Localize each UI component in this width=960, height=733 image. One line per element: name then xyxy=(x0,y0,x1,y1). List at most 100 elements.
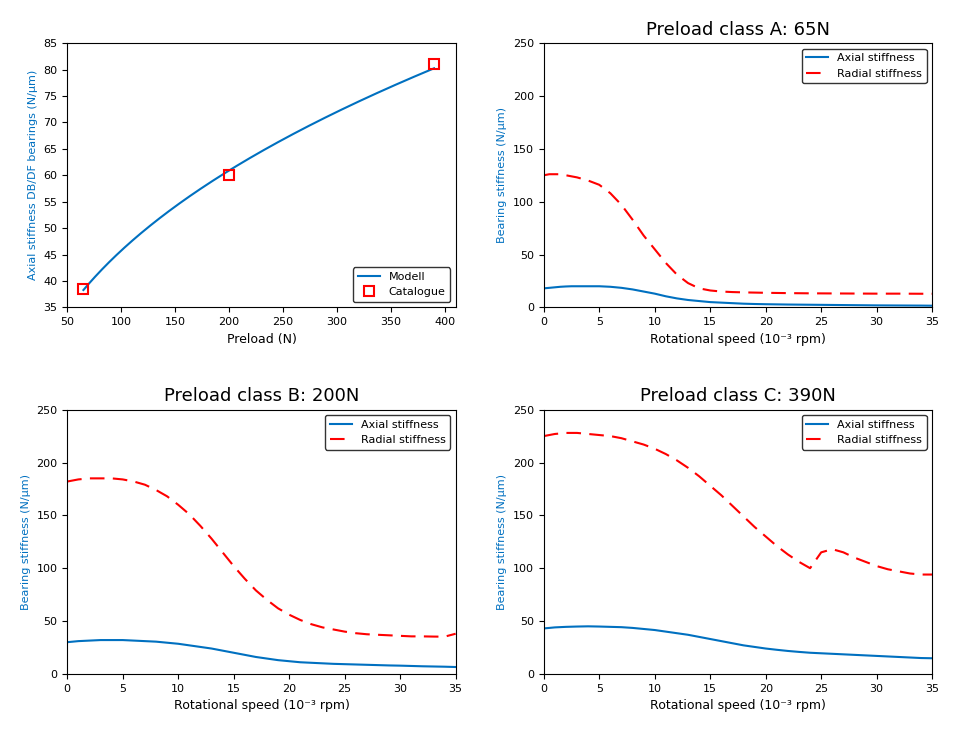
Radial stiffness xyxy=(615,434,627,443)
Axial stiffness xyxy=(543,284,555,292)
Axial stiffness xyxy=(583,282,594,291)
Y-axis label: Axial stiffness DB/DF bearings (N/μm): Axial stiffness DB/DF bearings (N/μm) xyxy=(28,70,37,281)
Axial stiffness xyxy=(637,287,649,296)
Axial stiffness xyxy=(727,299,738,308)
Radial stiffness xyxy=(671,456,683,465)
Radial stiffness xyxy=(615,200,627,209)
Radial stiffness xyxy=(205,534,217,543)
Radial stiffness xyxy=(915,290,926,298)
Axial stiffness xyxy=(871,652,882,660)
Axial stiffness xyxy=(649,626,660,635)
Axial stiffness xyxy=(273,656,284,665)
Radial stiffness xyxy=(73,475,84,484)
Axial stiffness xyxy=(760,300,772,309)
Radial stiffness xyxy=(849,553,860,562)
Axial stiffness xyxy=(671,294,683,303)
Axial stiffness xyxy=(361,660,372,669)
Axial stiffness xyxy=(926,654,938,663)
Axial stiffness xyxy=(793,647,804,656)
Axial stiffness xyxy=(782,647,794,655)
Axial stiffness xyxy=(151,637,162,646)
Radial stiffness xyxy=(405,632,417,641)
Title: Preload class C: 390N: Preload class C: 390N xyxy=(640,387,836,405)
Radial stiffness xyxy=(893,290,904,298)
Radial stiffness xyxy=(583,176,594,185)
Radial stiffness xyxy=(327,625,339,634)
Radial stiffness xyxy=(106,474,117,483)
Radial stiffness xyxy=(605,189,616,198)
Axial stiffness xyxy=(893,301,904,310)
Line: Radial stiffness: Radial stiffness xyxy=(67,479,456,637)
Y-axis label: Bearing stiffness (N/μm): Bearing stiffness (N/μm) xyxy=(497,107,508,243)
Axial stiffness xyxy=(915,301,926,310)
Axial stiffness xyxy=(561,622,572,631)
Axial stiffness xyxy=(904,653,916,662)
Radial stiffness xyxy=(893,567,904,575)
Axial stiffness xyxy=(565,282,577,291)
Radial stiffness xyxy=(793,558,804,567)
Radial stiffness xyxy=(605,432,616,441)
Title: Preload class A: 65N: Preload class A: 65N xyxy=(646,21,830,39)
Axial stiffness xyxy=(815,649,827,658)
Axial stiffness xyxy=(561,282,572,291)
Axial stiffness xyxy=(849,301,860,309)
Axial stiffness xyxy=(549,623,561,632)
Axial stiffness xyxy=(251,652,262,661)
Radial stiffness xyxy=(183,510,195,519)
Axial stiffness xyxy=(73,637,84,646)
Radial stiffness xyxy=(849,289,860,298)
Radial stiffness xyxy=(571,429,583,438)
Radial stiffness xyxy=(705,286,716,295)
Radial stiffness xyxy=(565,172,577,181)
Axial stiffness xyxy=(205,644,217,653)
Radial stiffness xyxy=(727,287,738,296)
Radial stiffness xyxy=(593,180,605,189)
Radial stiffness xyxy=(715,287,727,296)
Radial stiffness xyxy=(61,477,73,486)
Axial stiffness xyxy=(637,625,649,633)
Axial stiffness xyxy=(804,649,816,658)
Axial stiffness xyxy=(350,660,362,669)
Radial stiffness xyxy=(693,472,705,481)
Line: Radial stiffness: Radial stiffness xyxy=(543,174,932,294)
Axial stiffness xyxy=(395,661,406,670)
Radial stiffness xyxy=(95,474,107,483)
Line: Axial stiffness: Axial stiffness xyxy=(543,626,932,658)
Radial stiffness xyxy=(339,627,350,636)
Axial stiffness xyxy=(305,658,317,667)
Axial stiffness xyxy=(538,284,549,292)
Radial stiffness xyxy=(649,444,660,453)
Radial stiffness xyxy=(627,216,638,224)
Radial stiffness xyxy=(827,545,838,553)
Radial stiffness xyxy=(273,604,284,613)
Legend: Axial stiffness, Radial stiffness: Axial stiffness, Radial stiffness xyxy=(325,415,450,449)
Axial stiffness xyxy=(450,663,462,671)
Axial stiffness xyxy=(583,622,594,630)
Radial stiffness xyxy=(882,565,894,574)
Radial stiffness xyxy=(383,631,395,640)
Axial stiffness xyxy=(95,636,107,644)
Radial stiffness xyxy=(251,586,262,594)
Axial stiffness xyxy=(782,300,794,309)
Axial stiffness xyxy=(61,638,73,647)
Radial stiffness xyxy=(417,632,428,641)
Axial stiffness xyxy=(827,649,838,658)
Axial stiffness xyxy=(771,645,782,654)
Radial stiffness xyxy=(538,432,549,441)
Radial stiffness xyxy=(239,575,251,583)
X-axis label: Rotational speed (10⁻³ rpm): Rotational speed (10⁻³ rpm) xyxy=(650,699,826,712)
Radial stiffness xyxy=(139,480,151,489)
Radial stiffness xyxy=(660,259,672,268)
Radial stiffness xyxy=(561,171,572,180)
Legend: Axial stiffness, Radial stiffness: Axial stiffness, Radial stiffness xyxy=(802,415,926,449)
Axial stiffness xyxy=(417,662,428,671)
Radial stiffness xyxy=(450,630,462,638)
Radial stiffness xyxy=(543,430,555,439)
Axial stiffness xyxy=(683,630,694,639)
Axial stiffness xyxy=(372,660,384,669)
Axial stiffness xyxy=(605,282,616,291)
Radial stiffness xyxy=(926,570,938,579)
Axial stiffness xyxy=(715,637,727,646)
Axial stiffness xyxy=(737,641,749,649)
Axial stiffness xyxy=(317,659,328,668)
